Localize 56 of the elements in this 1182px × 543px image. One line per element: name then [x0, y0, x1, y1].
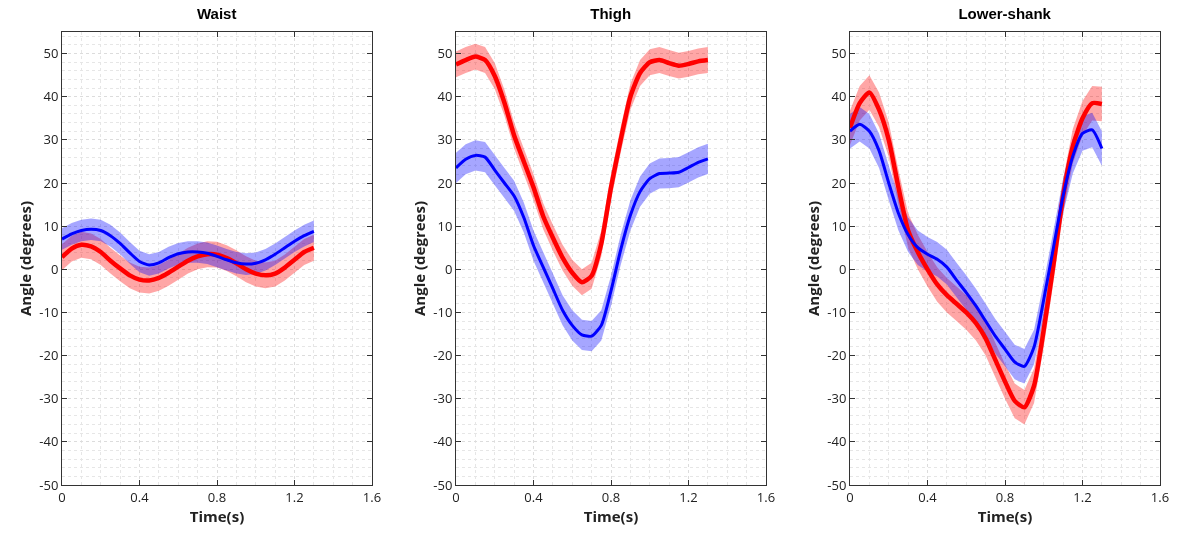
x-tick-label: 0.8: [601, 487, 621, 506]
x-tick-label: 1.6: [756, 487, 776, 506]
y-tick-label: 20: [437, 173, 453, 192]
x-tick-label: 1.2: [679, 487, 698, 506]
x-axis-title: Time(s): [977, 505, 1033, 526]
y-tick-label: -30: [827, 389, 847, 408]
line-series: [62, 227, 316, 267]
y-axis-title: Angle (degrees): [14, 200, 35, 317]
y-tick-label: 10: [437, 216, 453, 235]
x-tick-label: 0.8: [995, 487, 1015, 506]
x-tick-label: 0.4: [130, 487, 150, 506]
y-tick-label: 40: [437, 87, 453, 106]
y-tick-label: -20: [433, 346, 453, 365]
y-tick-label: -40: [433, 432, 453, 451]
y-tick-label: -20: [827, 346, 847, 365]
y-tick-label: -50: [827, 475, 847, 494]
y-tick-label: 20: [43, 173, 59, 192]
y-tick-label: -40: [39, 432, 59, 451]
x-tick-label: 0.4: [918, 487, 938, 506]
y-tick-label: 50: [43, 44, 59, 63]
y-tick-label: 50: [437, 44, 453, 63]
x-axis-title: Time(s): [583, 505, 639, 526]
x-tick-label: 0.4: [524, 487, 544, 506]
y-tick-label: 50: [831, 44, 847, 63]
y-tick-label: -50: [433, 475, 453, 494]
y-axis-title: Angle (degrees): [802, 200, 823, 317]
chart-title: Lower-shank: [958, 4, 1052, 22]
y-tick-label: 30: [831, 130, 847, 149]
y-tick-label: 30: [43, 130, 59, 149]
y-tick-label: 0: [50, 259, 59, 278]
y-tick-label: -20: [39, 346, 59, 365]
y-tick-label: -30: [39, 389, 59, 408]
y-tick-label: 0: [444, 259, 453, 278]
y-tick-label: 10: [43, 216, 59, 235]
y-tick-label: -10: [433, 302, 453, 321]
y-tick-label: 40: [43, 87, 59, 106]
x-tick-label: 1.2: [1073, 487, 1092, 506]
y-tick-label: -50: [39, 475, 59, 494]
x-tick-label: 0.8: [207, 487, 227, 506]
chart-title: Waist: [196, 4, 237, 22]
y-tick-label: -40: [827, 432, 847, 451]
y-tick-label: 30: [437, 130, 453, 149]
chart-title: Thigh: [590, 4, 632, 22]
y-tick-label: -10: [39, 302, 59, 321]
x-tick-label: 1.2: [285, 487, 304, 506]
x-tick-label: 1.6: [1150, 487, 1170, 506]
x-tick-label: 1.6: [362, 487, 382, 506]
y-tick-label: -30: [433, 389, 453, 408]
y-tick-label: 40: [831, 87, 847, 106]
y-tick-label: 0: [838, 259, 847, 278]
y-tick-label: -10: [827, 302, 847, 321]
line-series: [62, 242, 317, 283]
y-axis-title: Angle (degrees): [408, 200, 429, 317]
y-tick-label: 20: [831, 173, 847, 192]
x-axis-title: Time(s): [189, 505, 245, 526]
y-tick-label: 10: [831, 216, 847, 235]
